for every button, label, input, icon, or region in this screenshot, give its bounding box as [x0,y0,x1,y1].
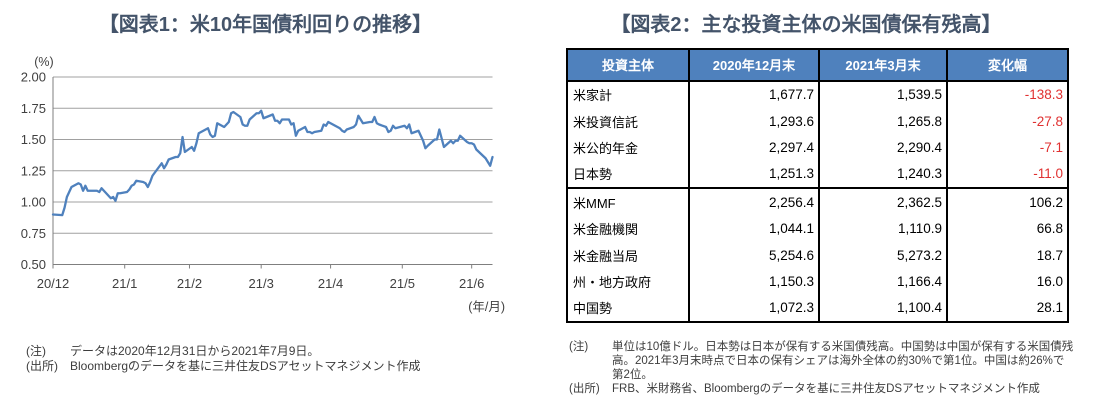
y-axis-unit-label: (%) [34,55,53,69]
holdings-col-header-2: 2021年3月末 [818,47,948,82]
cell-mar2021: 5,273.2 [818,241,948,269]
cell-dec2020: 1,150.3 [688,268,820,295]
x-tick-label: 21/1 [112,276,137,291]
cell-dec2020: 1,044.1 [688,215,820,242]
cell-mar2021: 1,100.4 [818,294,948,323]
figure2-note-text: 単位は10億ドル。日本勢は日本が保有する米国債残高。中国勢は中国が保有する米国債… [612,341,1074,381]
cell-change: 28.1 [946,294,1069,323]
y-tick-label: 0.75 [21,226,46,241]
x-tick-label: 21/4 [318,276,343,291]
cell-dec2020: 2,297.4 [688,134,820,161]
x-tick-label: 21/3 [249,276,274,291]
cell-mar2021: 1,539.5 [818,80,948,108]
cell-investor-name: 州・地方政府 [566,268,690,295]
yield-line-chart: 20/12 21/1 21/2 21/3 21/4 21/5 21/6 2.00 1.75 1.5… [21,55,505,314]
cell-change: 16.0 [946,268,1069,295]
figure1-title: 【図表1：米10年国債利回りの推移】 [98,14,433,36]
figure1-notes: (注) データは2020年12月31日から2021年7月9日。 (出所) Blo… [26,344,420,373]
cell-dec2020: 1,251.3 [688,160,820,189]
x-axis-unit-label: (年/月) [468,300,505,314]
holdings-table: 投資主体 2020年12月末 2021年3月末 変化幅 米家計 1,677.7 1,539… [566,47,1069,324]
x-tick-label: 21/2 [177,276,202,291]
table-row: 日本勢 1,251.3 1,240.3 -11.0 [566,160,1069,189]
holdings-table-header: 投資主体 2020年12月末 2021年3月末 変化幅 [566,47,1069,82]
figure2-notes: (注) 単位は10億ドル。日本勢は日本が保有する米国債残高。中国勢は中国が保有す… [569,340,1073,396]
cell-mar2021: 2,290.4 [818,134,948,161]
figure2-title: 【図表2：主な投資主体の米国債保有残高】 [610,14,1002,36]
y-tick-label: 1.50 [21,132,46,147]
cell-dec2020: 5,254.6 [688,241,820,269]
figure1-note-label: (注) [26,344,46,358]
cell-dec2020: 2,256.4 [688,187,820,216]
holdings-col-header-3: 変化幅 [946,47,1069,82]
y-tick-label: 1.00 [21,195,46,210]
cell-investor-name: 米公的年金 [566,134,690,161]
cell-investor-name: 米金融機関 [566,215,690,242]
yield-line-series [51,109,494,217]
cell-dec2020: 1,293.6 [688,107,820,135]
table-row: 州・地方政府 1,150.3 1,166.4 16.0 [566,268,1069,295]
table-row: 米投資信託 1,293.6 1,265.8 -27.8 [566,107,1069,135]
cell-investor-name: 米家計 [566,80,690,108]
figure1-source-text: Bloombergのデータを基に三井住友DSアセットマネジメント作成 [70,358,421,373]
cell-dec2020: 1,677.7 [688,80,820,108]
x-tick-label: 21/6 [459,276,484,291]
cell-investor-name: 中国勢 [566,294,690,323]
x-tick-label: 20/12 [37,276,70,291]
cell-change: -138.3 [946,80,1069,108]
cell-investor-name: 米金融当局 [566,241,690,269]
figure1-source-label: (出所) [26,358,58,373]
holdings-col-header-1: 2020年12月末 [688,47,820,82]
table-row: 米公的年金 2,297.4 2,290.4 -7.1 [566,134,1069,161]
table-row: 米金融機関 1,044.1 1,110.9 66.8 [566,215,1069,242]
cell-investor-name: 米MMF [566,187,690,216]
figure2-note-label: (注) [569,341,589,353]
cell-mar2021: 2,362.5 [818,187,948,216]
table-row: 中国勢 1,072.3 1,100.4 28.1 [566,294,1069,323]
figure2-source-label: (出所) [569,383,600,395]
y-tick-label: 0.50 [21,257,46,272]
cell-investor-name: 日本勢 [566,160,690,189]
y-tick-label: 1.75 [21,101,46,116]
cell-mar2021: 1,265.8 [818,107,948,135]
cell-investor-name: 米投資信託 [566,107,690,135]
table-row: 米MMF 2,256.4 2,362.5 106.2 [566,187,1069,216]
cell-change: -7.1 [946,134,1069,161]
table-row: 米金融当局 5,254.6 5,273.2 18.7 [566,241,1069,269]
cell-change: 66.8 [946,215,1069,242]
y-tick-label: 1.25 [21,163,46,178]
figure2-source-text: FRB、米財務省、Bloombergのデータを基に三井住友DSアセットマネジメン… [612,383,1040,395]
cell-dec2020: 1,072.3 [688,294,820,323]
figure1-note-text: データは2020年12月31日から2021年7月9日。 [70,344,320,358]
cell-mar2021: 1,110.9 [818,215,948,242]
x-tick-label: 21/5 [390,276,415,291]
cell-change: -27.8 [946,107,1069,135]
cell-change: 18.7 [946,241,1069,269]
cell-change: 106.2 [946,187,1069,216]
y-tick-label: 2.00 [21,70,46,85]
cell-change: -11.0 [946,160,1069,189]
cell-mar2021: 1,166.4 [818,268,948,295]
table-row: 米家計 1,677.7 1,539.5 -138.3 [566,80,1069,108]
holdings-col-header-0: 投資主体 [566,47,690,82]
cell-mar2021: 1,240.3 [818,160,948,189]
